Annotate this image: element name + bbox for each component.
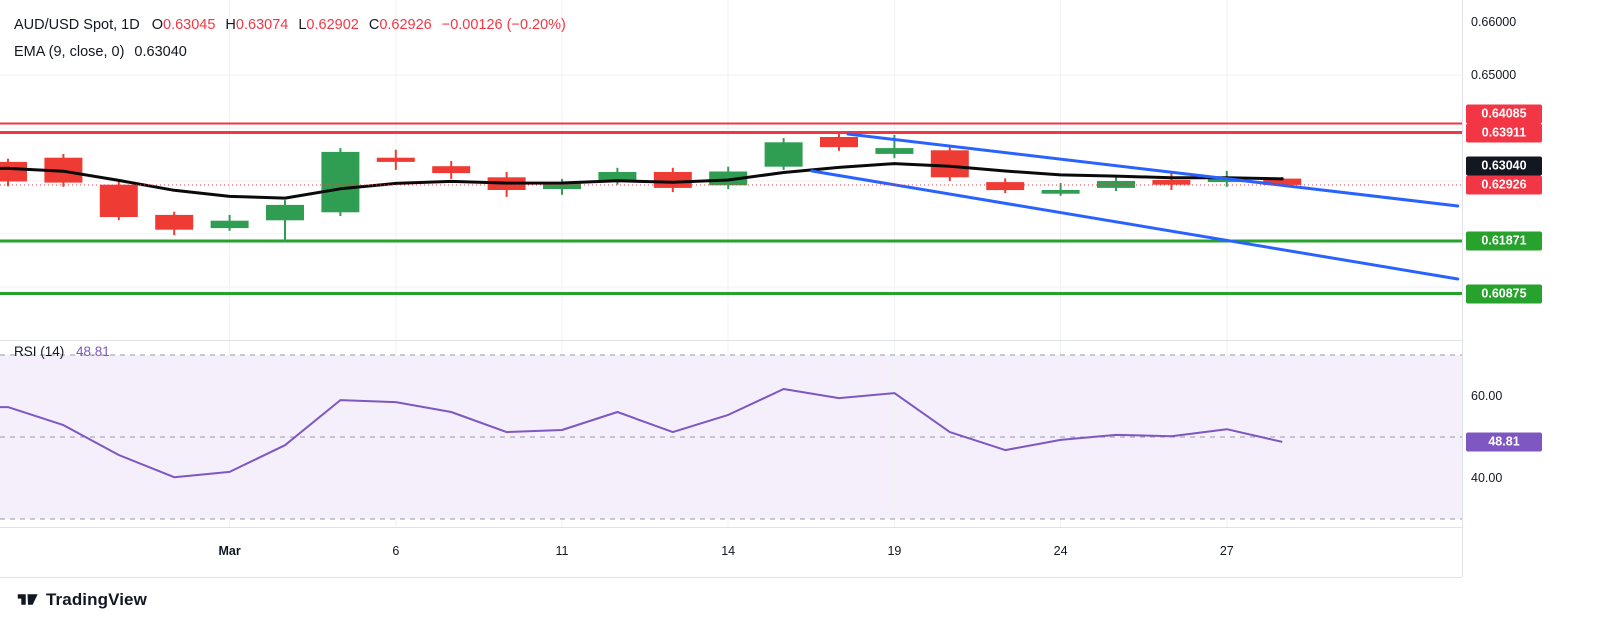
candle-body	[986, 182, 1025, 191]
pane-dividers	[0, 340, 1462, 528]
candle-body	[1152, 179, 1191, 185]
high-value: 0.63074	[235, 17, 289, 33]
candle-body	[0, 161, 27, 182]
time-axis-label: 24	[1053, 544, 1068, 558]
candle-body	[210, 220, 249, 229]
price-badge: 0.61871	[1466, 231, 1542, 251]
price-badge: 0.64085	[1466, 104, 1542, 124]
candle-body	[598, 172, 637, 180]
rsi-indicator-label: RSI (14)	[14, 344, 65, 359]
candle-body	[653, 172, 692, 188]
price-axis-label: 0.66000	[1471, 15, 1517, 29]
ema-indicator-value: 0.63040	[134, 44, 187, 60]
low-value: 0.62902	[306, 17, 359, 33]
price-badge: 0.60875	[1466, 284, 1542, 304]
rsi-axis-label: 60.00	[1471, 389, 1503, 403]
close-pair: C0.62926	[369, 12, 432, 39]
open-value: 0.63045	[163, 17, 216, 33]
trendline[interactable]	[810, 169, 1460, 281]
open-pair: O0.63045	[152, 12, 216, 39]
price-badge: 0.63040	[1466, 156, 1542, 176]
ema-line	[0, 162, 1284, 200]
low-label: L	[298, 17, 307, 33]
candle-body	[266, 204, 304, 221]
tradingview-logo-text: TradingView	[46, 589, 147, 609]
candle-body	[764, 142, 803, 167]
price-axis[interactable]: 0.66000 0.65000 60.00 40.00 0.64085 0.63911 0.…	[1462, 0, 1602, 577]
rsi-value-badge: 48.81	[1466, 432, 1542, 452]
descending-trendlines[interactable]	[810, 132, 1460, 281]
change-value: −0.00126 (−0.20%)	[441, 17, 566, 33]
chart-canvas[interactable]	[0, 0, 1462, 528]
rsi-axis-label: 40.00	[1471, 471, 1503, 485]
support-resistance-lines[interactable]	[0, 122, 1462, 296]
high-pair: H0.63074	[225, 12, 288, 39]
rsi-indicator-value: 48.81	[76, 344, 110, 359]
ema-indicator-label: EMA (9, close, 0)	[14, 44, 125, 60]
candle-body	[1263, 178, 1302, 185]
price-axis-label: 0.65000	[1471, 68, 1517, 82]
candle-body	[820, 137, 858, 148]
price-badge: 0.63911	[1466, 123, 1542, 143]
time-axis-label: Mar	[218, 544, 241, 558]
open-label: O	[151, 17, 163, 33]
legend: AUD/USD Spot, 1D O0.63045 H0.63074 L0.62…	[14, 12, 566, 66]
trendline[interactable]	[846, 132, 1460, 208]
close-label: C	[368, 17, 380, 33]
price-badge: 0.62926	[1466, 175, 1542, 195]
candlestick-series	[0, 133, 1302, 243]
candle-body	[432, 166, 471, 174]
rsi-indicator-row[interactable]: RSI (14) 48.81	[14, 342, 110, 362]
symbol-row[interactable]: AUD/USD Spot, 1D O0.63045 H0.63074 L0.62…	[14, 12, 566, 39]
time-axis-label: 19	[887, 544, 902, 558]
time-axis-label: 11	[555, 544, 569, 558]
candle-body	[1041, 190, 1080, 194]
time-axis[interactable]: Mar 6 11 14 19 24 27	[0, 528, 1462, 578]
candle-body	[376, 157, 415, 162]
tradingview-logo[interactable]: TradingView	[16, 588, 147, 611]
candle-body	[875, 148, 914, 154]
time-axis-label: 27	[1219, 544, 1234, 558]
candle-body	[155, 214, 194, 230]
candle-body	[543, 182, 581, 189]
candle-body	[321, 151, 360, 213]
time-axis-label: 6	[392, 544, 400, 558]
low-pair: L0.62902	[298, 12, 359, 39]
tradingview-logo-icon	[17, 594, 38, 605]
ema-row[interactable]: EMA (9, close, 0) 0.63040	[14, 39, 566, 66]
time-axis-label: 14	[721, 544, 736, 558]
symbol-title[interactable]: AUD/USD Spot, 1D	[14, 17, 140, 33]
rsi-line	[0, 354, 1462, 520]
candle-body	[99, 184, 138, 217]
high-label: H	[225, 17, 236, 33]
candle-body	[930, 150, 969, 178]
close-value: 0.62926	[379, 17, 432, 33]
